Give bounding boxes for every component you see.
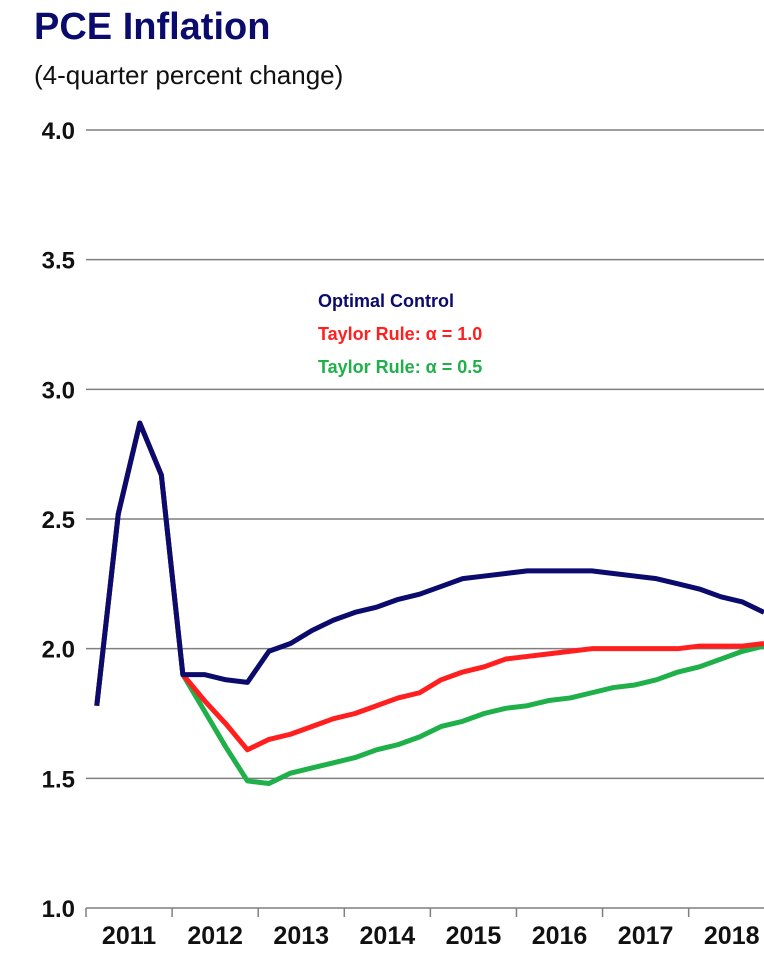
series-line-2 <box>94 420 764 787</box>
x-tick-label: 2014 <box>360 922 416 950</box>
y-tick-label: 1.0 <box>42 896 75 923</box>
legend-item-taylor-rule-alpha-05: Taylor Rule: α = 0.5 <box>318 357 482 377</box>
x-tick-label: 2016 <box>532 922 588 950</box>
legend-item-optimal-control: Optimal Control <box>318 291 454 311</box>
series-line-0 <box>94 420 764 706</box>
x-tick-label: 2018 <box>704 922 760 950</box>
chart-title: PCE Inflation <box>34 6 271 48</box>
y-tick-label: 3.0 <box>42 377 75 404</box>
x-tick-label: 2017 <box>618 922 674 950</box>
y-axis: 4.0 3.5 3.0 2.5 2.0 1.5 1.0 <box>42 118 75 923</box>
y-tick-label: 1.5 <box>42 766 75 793</box>
y-tick-label: 2.5 <box>42 507 75 534</box>
chart-subtitle: (4-quarter percent change) <box>34 60 344 90</box>
series-lines <box>94 420 764 787</box>
series-line-1 <box>94 420 764 753</box>
y-tick-label: 4.0 <box>42 118 75 145</box>
x-tick-label: 2015 <box>446 922 502 950</box>
x-axis: 2011 2012 2013 2014 2015 2016 2017 2018 <box>85 907 764 950</box>
x-tick-label: 2013 <box>273 922 329 950</box>
legend: Optimal Control Taylor Rule: α = 1.0 Tay… <box>318 291 482 377</box>
gridlines <box>86 129 764 780</box>
y-tick-label: 3.5 <box>42 248 75 275</box>
x-tick-label: 2011 <box>102 922 156 950</box>
y-tick-label: 2.0 <box>42 637 75 664</box>
legend-item-taylor-rule-alpha-1: Taylor Rule: α = 1.0 <box>318 324 482 344</box>
x-tick-label: 2012 <box>187 922 243 950</box>
